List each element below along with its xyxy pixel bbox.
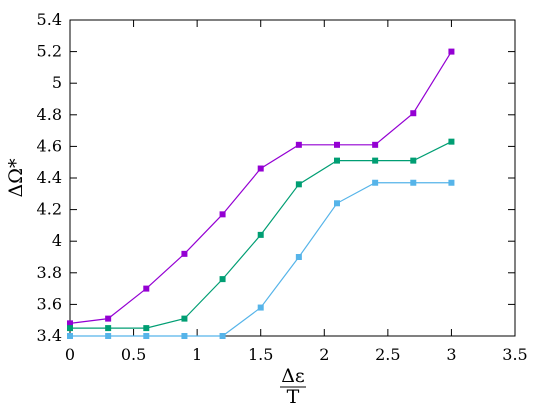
series-2-point	[257, 231, 264, 238]
series-3-point	[295, 254, 302, 260]
series-1-point	[105, 315, 112, 322]
series-1-point	[410, 110, 417, 117]
series-3-line	[70, 182, 452, 337]
y-axis-label: ΔΩ*	[5, 158, 27, 197]
series-1-point	[448, 48, 455, 55]
series-1-point	[334, 141, 340, 148]
series-3-point	[334, 200, 340, 207]
series-1-point	[219, 211, 226, 218]
series-2-point	[105, 325, 112, 332]
series-2-point	[67, 325, 73, 332]
series-1-point	[372, 141, 379, 148]
x-axis-label-numerator: Δε	[281, 365, 305, 387]
series-3-point	[219, 333, 226, 339]
series-2-point	[334, 157, 340, 164]
x-tick-label: 1.5	[248, 345, 273, 364]
series-1-point	[295, 141, 302, 148]
series-1-point	[257, 165, 264, 172]
x-tick-label: 3.5	[502, 345, 527, 364]
series-3-point	[181, 333, 188, 339]
series-2-point	[410, 157, 417, 164]
series-2-point	[181, 315, 188, 322]
x-tick-label: 2.5	[375, 345, 400, 364]
series-1-point	[143, 285, 150, 292]
y-tick-label: 5.2	[37, 42, 62, 61]
series-3-point	[257, 304, 264, 311]
series-1-line	[69, 51, 452, 324]
series-3-point	[372, 179, 379, 186]
y-tick-label: 5.4	[37, 10, 62, 29]
x-tick-label: 2	[319, 345, 329, 364]
x-tick-label: 3	[446, 345, 456, 364]
series-group	[67, 48, 455, 339]
y-tick-label: 3.6	[37, 294, 62, 313]
y-tick-label: 4.8	[37, 105, 62, 124]
series-2-point	[372, 157, 379, 164]
series-1-point	[181, 250, 188, 257]
series-3-point	[410, 179, 417, 186]
plot-frame	[69, 19, 516, 337]
y-tick-label: 3.8	[37, 263, 62, 282]
series-3-point	[448, 179, 455, 186]
y-tick-label: 3.4	[37, 326, 62, 345]
series-3-point	[67, 333, 73, 339]
axis-ticks: 0 0.5 1 1.5 2 2.5 3 3.5 3.4 3.6 3.8 4 4.2 4.4 4.6 4.8 5 5…	[37, 10, 528, 364]
y-tick-label: 4.4	[37, 168, 62, 187]
x-tick-label: 0	[65, 345, 75, 364]
x-axis-label-denominator: T	[287, 386, 300, 404]
series-2-point	[143, 325, 150, 332]
series-1-point	[67, 320, 73, 327]
x-tick-label: 0.5	[121, 345, 146, 364]
y-tick-label: 5	[52, 73, 62, 92]
y-tick-label: 4	[52, 231, 62, 250]
series-3-point	[105, 333, 112, 339]
series-2-point	[295, 181, 302, 188]
series-2-point	[448, 138, 455, 145]
series-2-point	[219, 276, 226, 283]
x-tick-label: 1	[192, 345, 202, 364]
y-tick-label: 4.6	[37, 136, 62, 155]
series-3-point	[143, 333, 150, 339]
x-axis-label: Δε T	[280, 365, 306, 404]
y-tick-label: 4.2	[37, 200, 62, 219]
